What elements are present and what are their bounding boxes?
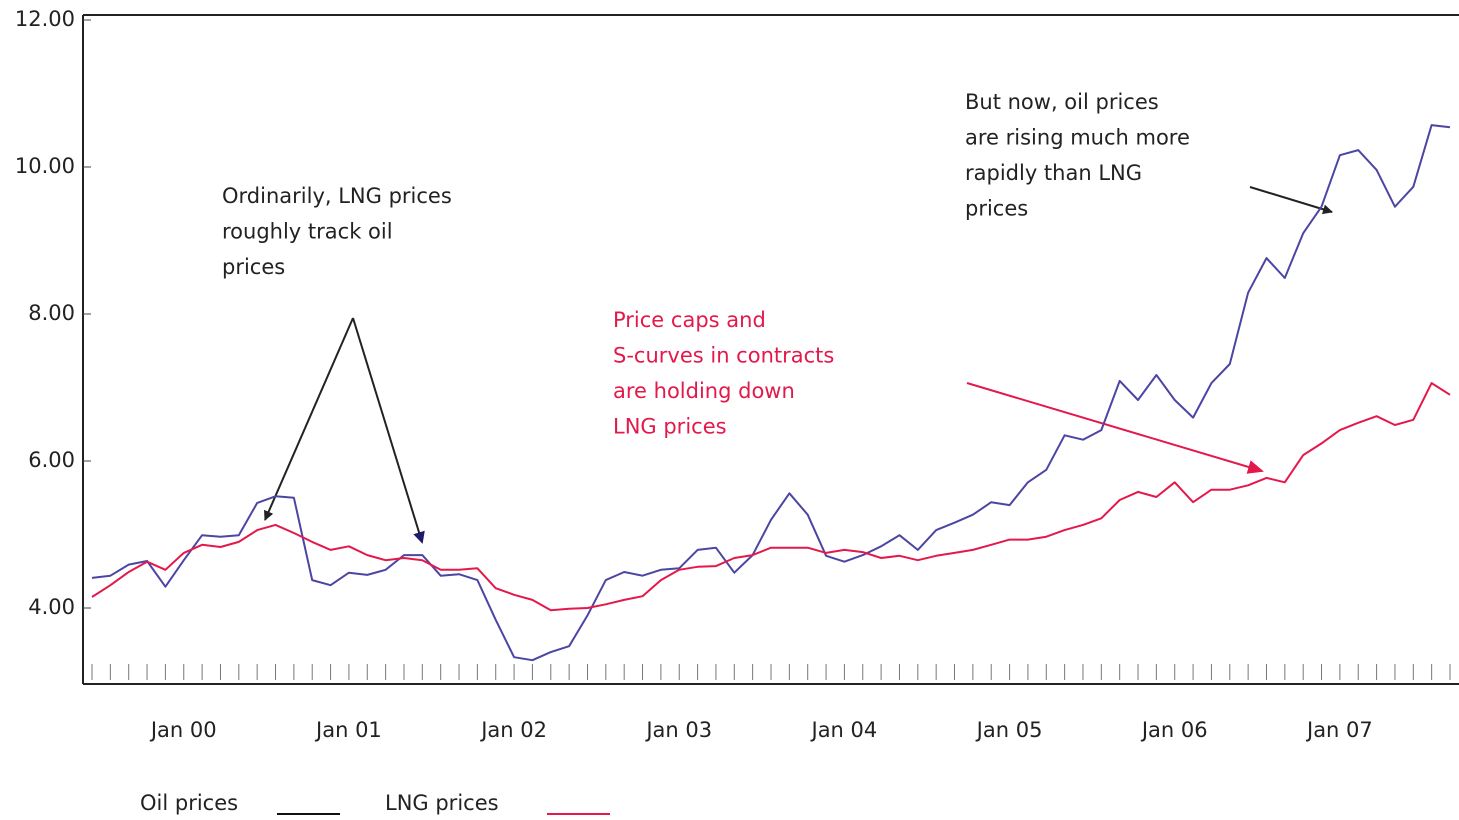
annotation-text: But now, oil prices [965,90,1159,114]
annotation-text: prices [222,255,285,279]
legend-label: LNG prices [385,791,499,815]
x-tick-label: Jan 05 [975,718,1043,742]
annotation-text: Ordinarily, LNG prices [222,184,452,208]
annotation-text: S-curves in contracts [613,344,834,368]
annotation-text: Price caps and [613,308,766,332]
annotation-text: roughly track oil [222,220,393,244]
x-tick-label: Jan 01 [314,718,382,742]
x-tick-label: Jan 00 [149,718,217,742]
annotation-text: are rising much more [965,126,1190,150]
x-tick-label: Jan 03 [644,718,712,742]
x-tick-label: Jan 02 [479,718,547,742]
y-tick-label: 12.00 [15,7,75,31]
annotation-arrows [264,186,1333,544]
y-tick-label: 4.00 [28,595,75,619]
x-tick-label: Jan 04 [810,718,878,742]
annotation-text: rapidly than LNG [965,161,1142,185]
series-line [91,382,1451,612]
y-tick-label: 10.00 [15,154,75,178]
plot-frame [82,14,1459,685]
series-line [91,124,1451,662]
annotation-text: are holding down [613,379,795,403]
x-tick-label: Jan 07 [1305,718,1373,742]
x-tick-label: Jan 06 [1140,718,1208,742]
y-tick-label: 6.00 [28,448,75,472]
y-tick-label: 8.00 [28,301,75,325]
annotation-text: LNG prices [613,415,727,439]
annotation-text: prices [965,197,1028,221]
legend-label: Oil prices [140,791,238,815]
